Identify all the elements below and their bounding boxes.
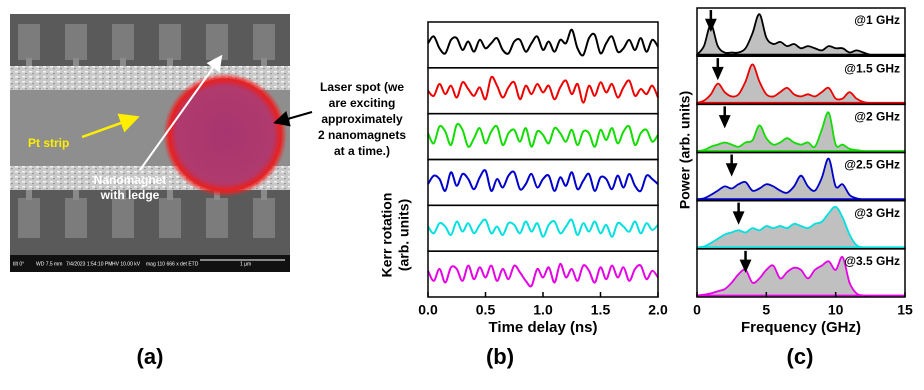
x-tick-label: 0.0: [418, 302, 438, 318]
laser-label-line: are exciting: [329, 96, 396, 110]
series-label: @1 GHz: [854, 13, 900, 27]
x-tick-label: 0.5: [476, 302, 496, 318]
info-text: WD 7.5 mm: [36, 261, 62, 267]
x-tick-label: 5: [762, 302, 770, 318]
x-tick-label: 10: [828, 302, 844, 318]
laser-arrow: [273, 111, 313, 127]
panel-frame: [427, 250, 659, 298]
x-tick-label: 2.0: [648, 302, 668, 318]
x-tick-label: 1.5: [591, 302, 611, 318]
info-text: tilt 0°: [13, 261, 24, 267]
panel-frame: [696, 248, 906, 298]
panel-frame: [427, 158, 659, 207]
drive-arrow: [739, 250, 752, 273]
spectrum: [696, 63, 906, 104]
info-text: mag 110 666 x: [146, 261, 179, 267]
series-label: @3.5 GHz: [844, 254, 900, 268]
x-axis-label: Frequency (GHz): [741, 319, 861, 336]
info-text: 7/4/2023 1:54:10 PM: [66, 261, 112, 267]
trace: [427, 262, 659, 288]
x-tick-label: 15: [897, 302, 913, 318]
panel-label: (a): [137, 344, 164, 369]
drive-arrow: [718, 106, 731, 129]
panel-label: (b): [486, 344, 514, 369]
laser-label-line: 2 nanomagnets: [318, 128, 406, 142]
series-label: @2.5 GHz: [844, 158, 900, 172]
pt-strip-label: Pt strip: [28, 136, 69, 150]
x-tick-label: 0: [693, 302, 701, 318]
series-label: @2 GHz: [854, 110, 900, 124]
pt-arrow: [81, 113, 140, 139]
info-bar: tilt 0° WD 7.5 mm 7/4/2023 1:54:10 PM HV 10…: [13, 259, 285, 267]
y-axis-label: (arb. units): [396, 199, 412, 271]
laser-label: Laser spot (we are exciting approximatel…: [318, 80, 406, 158]
drive-arrow: [704, 10, 717, 33]
nanomagnet-label: Nanomagnet: [94, 173, 167, 187]
spectrum: [696, 13, 906, 56]
laser-label-line: at a time.): [334, 144, 390, 158]
series-label: @1.5 GHz: [844, 61, 900, 75]
nanomagnet-arrow: [139, 54, 223, 171]
x-tick-label: 1.0: [533, 302, 553, 318]
trace: [427, 169, 659, 193]
laser-label-line: Laser spot (we: [320, 80, 404, 94]
sem-image: [10, 14, 290, 272]
drive-arrow: [725, 154, 738, 177]
info-text: HV 10.00 kV: [112, 261, 141, 267]
laser-label-line: approximately: [321, 112, 403, 126]
spectrum: [696, 111, 906, 152]
panel-label: (c): [787, 344, 814, 369]
panel-frame: [427, 21, 659, 69]
panel-frame: [427, 204, 659, 252]
trace: [427, 218, 659, 238]
x-axis-label: Time delay (ns): [489, 319, 598, 336]
trace: [427, 75, 659, 104]
spectrum: [696, 157, 906, 201]
y-axis-label: Kerr rotation: [379, 193, 395, 278]
info-text: 1 µm: [240, 261, 251, 267]
nanomagnet-label: with ledge: [100, 188, 160, 202]
drive-arrow: [732, 202, 745, 225]
panel-frame: [427, 67, 659, 115]
spectrum: [696, 205, 906, 249]
spectrum: [696, 256, 906, 297]
trace: [427, 28, 659, 57]
drive-arrow: [711, 58, 724, 81]
series-label: @3 GHz: [854, 206, 900, 220]
y-axis-label: Power (arb. units): [677, 91, 693, 209]
info-text: det ETD: [180, 261, 199, 267]
trace: [427, 122, 659, 148]
